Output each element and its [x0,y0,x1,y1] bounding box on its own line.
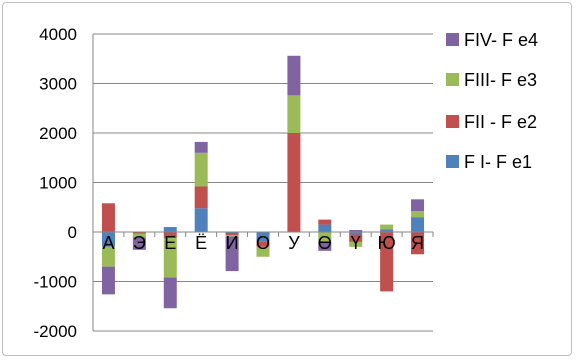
bar-segment-4 [411,199,425,212]
bar-segment-1 [101,232,115,247]
x-category-label: Я [411,233,424,253]
bar-segment-3 [101,246,115,267]
legend-swatch [446,155,459,168]
x-axis [92,231,434,237]
legend-label: FII - F e2 [464,112,537,132]
y-tick-label: -1000 [34,273,77,292]
legend: FIV- F e4 FIII- F e3 FII - F e2 F I- F e1 [446,30,538,172]
bar-segment-4 [287,55,301,96]
bar-segment-4 [101,266,115,295]
bar-segment-1 [411,217,425,232]
x-category-label: Ю [378,233,396,253]
y-tick-label: 0 [68,223,77,242]
bar-segment-3 [256,246,270,257]
x-category-label: И [226,233,239,253]
bar-segment-3 [411,211,425,218]
x-category-label: О [256,233,270,253]
bar-segment-1 [163,227,177,232]
x-category-label: Е [164,233,176,253]
bar-segment-3 [318,232,332,242]
bar-segment-2 [194,186,208,209]
x-category-label: Ө [318,233,332,253]
bar-segment-4 [194,141,208,153]
y-tick-label: 2000 [39,124,77,143]
legend-label: FIII- F e3 [464,70,537,90]
x-category-label: Э [133,233,146,253]
bar-segment-1 [349,232,363,235]
bar-segment-2 [225,232,239,235]
x-category-label: Ё [195,233,207,253]
y-tick-label: 4000 [39,25,77,44]
legend-label: FIV- F e4 [464,30,538,50]
bar-segment-2 [101,203,115,232]
y-tick-label: 3000 [39,75,77,94]
y-axis-tick-labels: 4000 3000 2000 1000 0 -1000 -2000 [34,25,77,341]
y-tick-label: 1000 [39,174,77,193]
legend-swatch [446,73,459,86]
bar-segment-2 [380,232,394,292]
bar-segment-2 [256,241,270,247]
x-category-label: А [102,233,114,253]
bar-segment-2 [411,232,425,255]
bar-segment-1 [194,208,208,232]
bar-segment-4 [163,277,177,309]
bar-segment-3 [380,224,394,230]
chart-frame [2,2,572,356]
bar-segment-4 [132,237,146,250]
bar-segment-1 [256,232,270,242]
x-category-label: У [288,233,300,253]
bar-segment-1 [380,229,394,232]
bar-segment-3 [287,95,301,133]
bar-segment-3 [163,237,177,278]
bar-segment-4 [225,236,239,272]
bar-segment-2 [163,232,177,238]
legend-swatch [446,115,459,128]
bar-segment-4 [318,241,332,251]
x-category-label: Ү [351,233,361,253]
bar-marks [101,55,425,309]
bar-segment-2 [287,133,301,232]
bar-segment-3 [132,233,146,238]
bar-segment-3 [349,241,363,247]
legend-swatch [446,33,459,46]
bar-segment-2 [318,219,332,225]
y-tick-label: -2000 [34,322,77,341]
bar-segment-3 [225,234,239,237]
bar-segment-3 [194,152,208,187]
legend-label: F I- F e1 [464,152,532,172]
bar-segment-2 [132,232,146,234]
bar-segment-2 [349,234,363,242]
bar-segment-4 [349,230,363,232]
bar-segment-1 [318,224,332,232]
